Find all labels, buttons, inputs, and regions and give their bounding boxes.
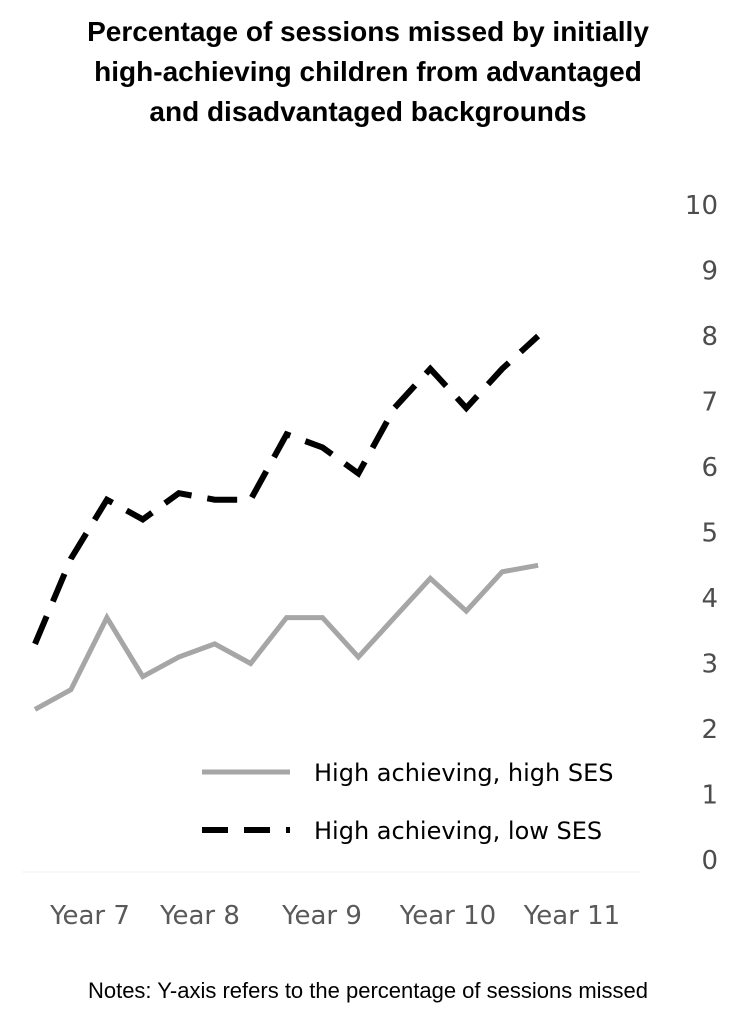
series-line-high-ses	[33, 562, 539, 712]
chart-title: Percentage of sessions missed by initial…	[87, 16, 649, 127]
y-tick-label: 9	[701, 257, 718, 287]
series-line-low-ses	[32, 333, 541, 646]
y-tick-label: 0	[701, 846, 718, 876]
y-tick-label: 2	[701, 715, 718, 745]
x-tick-label: Year 7	[49, 901, 130, 931]
y-tick-label: 10	[685, 191, 718, 221]
y-tick-label: 5	[701, 519, 718, 549]
y-tick-label: 3	[701, 650, 718, 680]
y-axis-ticks: 0 1 2 3 4 5 6 7 8 9 10	[685, 191, 718, 876]
y-tick-label: 6	[701, 453, 718, 483]
x-axis-ticks: Year 7 Year 8 Year 9 Year 10 Year 11	[49, 901, 620, 931]
legend: High achieving, high SES High achieving, …	[202, 759, 614, 845]
legend-label: High achieving, high SES	[314, 759, 614, 787]
x-tick-label: Year 10	[399, 901, 496, 931]
y-tick-label: 1	[701, 781, 718, 811]
x-tick-label: Year 11	[523, 901, 620, 931]
x-tick-label: Year 8	[159, 901, 240, 931]
legend-label: High achieving, low SES	[314, 817, 602, 845]
y-tick-label: 8	[701, 322, 718, 352]
y-tick-label: 4	[701, 584, 718, 614]
y-tick-label: 7	[701, 388, 718, 418]
x-tick-label: Year 9	[281, 901, 362, 931]
chart-note: Notes: Y-axis refers to the percentage o…	[87, 978, 649, 1003]
series-layer	[32, 333, 541, 712]
